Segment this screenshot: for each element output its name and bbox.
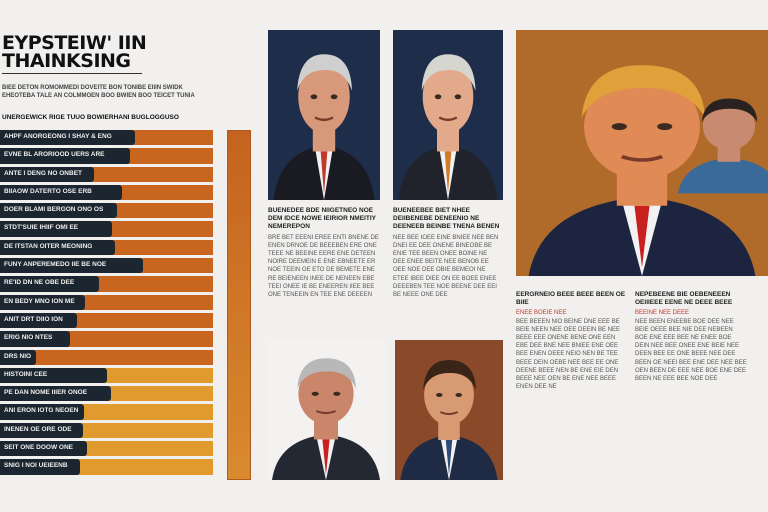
bar-row: EN BEDY MNO ION ME [0, 294, 213, 312]
portrait-photo-3 [266, 338, 386, 480]
bar-row: ANIT DRT DIIO ION [0, 312, 213, 330]
article-4: NEPEBEENE BIE OEBENEEEN OEIIIEEE EENE NE… [635, 291, 747, 481]
article-body: NEE BEE IOEE EINE BNIEE NEE BEN DNEI EE … [393, 234, 499, 299]
person-silhouette-icon [395, 340, 503, 480]
bar-row: SNIG I NOI UEIEENB [0, 458, 213, 476]
bar-row: INENEN OE ORE ODE [0, 422, 213, 440]
bar-label: HISTOINI CEE [0, 367, 107, 384]
portrait-photo-4 [395, 340, 503, 480]
bar-row: AHPF ANORGEONG I SHAY & ENG [0, 129, 213, 147]
article-body: BEE BEEEN NIO BEINE DNE EEE BE BEIE NEEN… [516, 318, 621, 391]
bar-row: HISTOINI CEE [0, 367, 213, 385]
bar-row: DOER BLAMI BERGON ONO OS [0, 202, 213, 220]
bar-row: BIIAOW DATERTO OSE ERB [0, 184, 213, 202]
bar-label: ANIT DRT DIIO ION [0, 312, 77, 329]
portrait-photo-2 [393, 30, 503, 200]
bar-row: FUNY ANPEREMEDO IIE BE NOE [0, 257, 213, 275]
bar-label: STDT'SUIE IHIIF OMI EE [0, 221, 112, 237]
bar-label: DOER BLAMI BERGON ONO OS [0, 203, 117, 219]
article-heading: EERGRNEIO BEEE BEEE BEEN OE BIIE [516, 291, 626, 307]
bar-list: AHPF ANORGEONG I SHAY & ENG EVNE BL ARORI… [0, 129, 213, 477]
bar-label: SNIG I NOI UEIEENB [0, 459, 80, 475]
feature-photo [516, 30, 768, 276]
article-body: BRE BET EEENI EREE ENTI BNENE DE ENEN DR… [268, 234, 379, 299]
person-silhouette-icon [393, 30, 503, 200]
article-3: EERGRNEIO BEEE BEEE BEEN OE BIIE ENEE BO… [516, 291, 626, 481]
bar-label: AHPF ANORGEONG I SHAY & ENG [0, 130, 135, 146]
article-1: BUENEDEE BDE NIIGETNEO NOE DEM IDCE NOWE… [268, 207, 381, 332]
person-silhouette-icon [266, 338, 386, 480]
bar-row: PE DAN NOME IIIER ONOE [0, 385, 213, 403]
person-silhouette-icon [268, 30, 380, 200]
bar-row: STDT'SUIE IHIIF OMI EE [0, 220, 213, 238]
bar-row: DE ITSTAN OITER MEONING [0, 239, 213, 257]
article-highlight: ENEE BOEIE NEE [516, 310, 567, 317]
bar-label: INENEN OE ORE ODE [0, 422, 83, 439]
bar-row: ERIG NIO NTES [0, 330, 213, 348]
list-subheading: UNERGEWICK RIGE TUUO BOWIERHANI BUGLOGGU… [2, 114, 179, 121]
bar-label: ANTE I DENG NO ONBET [0, 166, 94, 182]
side-strip [227, 130, 251, 480]
intro-text: BIEE DETON ROMOMMEDI DOVEITE BON TONIBE … [2, 85, 195, 99]
bar-label: EVNE BL ARORIOOD UERS ARE [0, 148, 130, 164]
bar-label: FUNY ANPEREMEDO IIE BE NOE [0, 258, 143, 274]
bar-label: ERIG NIO NTES [0, 331, 70, 347]
bar-row: SEIT ONE DOOW ONE [0, 440, 213, 458]
bar-row: ANTE I DENG NO ONBET [0, 166, 213, 184]
bar-label: RE'ID DN NE OBE DEE [0, 276, 99, 292]
bar-label: EN BEDY MNO ION ME [0, 294, 85, 310]
article-2: BUENEEBEE BIET NHEE DEIIBENEBE DENEENIO … [393, 207, 501, 332]
title-divider [2, 73, 142, 74]
article-heading: BUENEDEE BDE NIIGETNEO NOE DEM IDCE NOWE… [268, 207, 376, 231]
bar-row: EVNE BL ARORIOOD UERS ARE [0, 147, 213, 165]
bar-label: ANI ERON IOTG NEOEN [0, 404, 84, 420]
bar-label: BIIAOW DATERTO OSE ERB [0, 184, 122, 201]
bar-label: DRS NIO [0, 349, 36, 365]
bar-row: ANI ERON IOTG NEOEN [0, 403, 213, 421]
article-heading: NEPEBEENE BIE OEBENEEEN OEIIIEEE EENE NE… [635, 291, 733, 307]
title-line-1: EYPSTEIW' IIN [2, 32, 147, 54]
title: EYPSTEIW' IIN THAINKSING [2, 32, 147, 72]
person-silhouette-icon [516, 30, 768, 276]
article-heading: BUENEEBEE BIET NHEE DEIIBENEBE DENEENIO … [393, 207, 500, 231]
portrait-photo-1 [268, 30, 380, 200]
bar-fill [0, 349, 213, 365]
article-body: NEE BEEN ENEEBE BOE DEE NEE BEIE OEEE BE… [635, 318, 747, 383]
bar-label: SEIT ONE DOOW ONE [0, 441, 87, 457]
article-highlight: BEEINE NEE DEEE [635, 310, 690, 317]
bar-row: RE'ID DN NE OBE DEE [0, 275, 213, 293]
bar-label: DE ITSTAN OITER MEONING [0, 239, 115, 256]
title-line-2: THAINKSING [2, 50, 131, 72]
bar-label: PE DAN NOME IIIER ONOE [0, 386, 111, 402]
bar-row: DRS NIO [0, 349, 213, 367]
